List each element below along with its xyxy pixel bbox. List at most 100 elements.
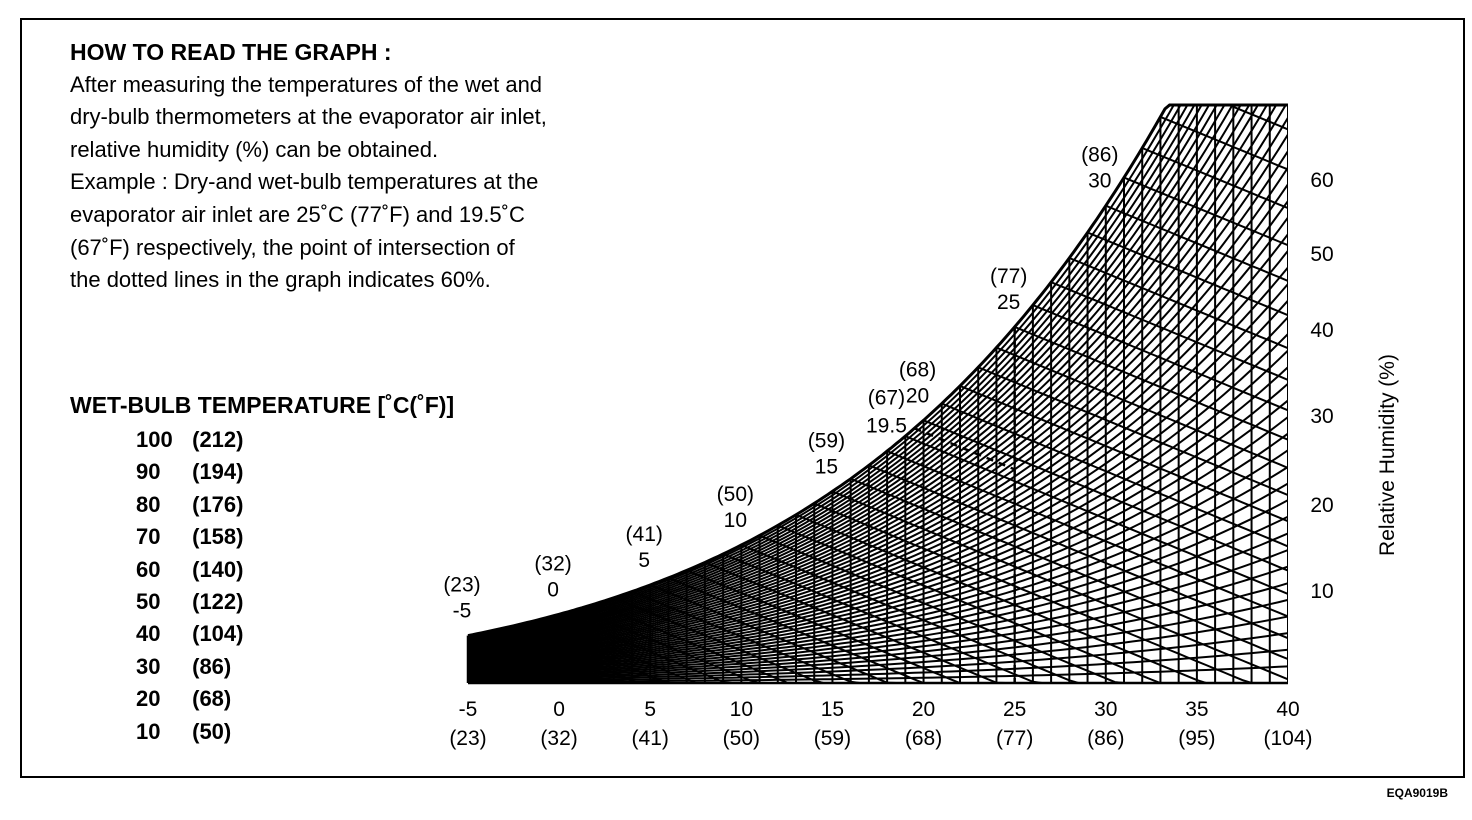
relative-humidity-curve [468,449,1288,671]
x-tick-label-fahrenheit: (86) [1087,727,1124,750]
x-tick-label-fahrenheit: (41) [632,727,669,750]
how-to-read-title: HOW TO READ THE GRAPH : [70,39,392,65]
saturation-label-fahrenheit: (86) [1081,144,1118,167]
relative-humidity-curve [468,105,1288,646]
wet-bulb-line [1014,325,1288,441]
example-label-celsius: 19.5 [866,414,907,437]
how-to-read-line: relative humidity (%) can be obtained. [70,136,439,162]
saturation-label-fahrenheit: (50) [717,483,754,506]
wet-bulb-line [1068,257,1288,350]
how-to-read-line: Example : Dry-and wet-bulb temperatures … [70,169,539,195]
relative-humidity-curve [468,366,1288,666]
wet-bulb-legend-celsius: 60 [136,556,161,582]
relative-humidity-curve [468,333,1288,665]
wet-bulb-legend-celsius: 20 [136,686,161,712]
relative-humidity-curve [468,105,1288,645]
x-tick-label-fahrenheit: (95) [1178,727,1215,750]
relative-humidity-curve [468,515,1288,675]
x-tick-label-celsius: 25 [1003,698,1026,721]
wet-bulb-line [759,534,1288,683]
wet-bulb-legend-row: 20 (68) [136,683,243,715]
wet-bulb-line [1178,105,1288,131]
figure-frame [20,18,1465,778]
saturation-label-celsius: 20 [906,384,929,407]
wet-bulb-line [1160,115,1288,171]
wet-bulb-line [649,584,1288,683]
saturation-label-celsius: 0 [547,578,559,601]
wet-bulb-legend-celsius: 40 [136,621,161,647]
wet-bulb-line [504,626,1288,683]
saturation-label-fahrenheit: (32) [534,552,571,575]
wet-bulb-legend-row: 40 (104) [136,618,243,650]
x-tick-label-fahrenheit: (59) [814,727,851,750]
wet-bulb-legend: 100 (212) 90 (194) 80 (176) 70 (158) 60 (140… [136,424,243,748]
wet-bulb-line [558,613,1288,683]
relative-humidity-curve [468,167,1288,655]
wet-bulb-line [813,502,1288,683]
wet-bulb-line [941,402,1288,548]
relative-humidity-curve [468,105,1288,651]
saturation-label-fahrenheit: (77) [990,265,1027,288]
saturation-label-fahrenheit: (41) [626,523,663,546]
wet-bulb-line [886,450,1288,618]
relative-humidity-curve [468,632,1288,682]
chart-grid [468,105,1288,683]
x-tick-label-fahrenheit: (77) [996,727,1033,750]
saturation-label-celsius: 5 [638,549,650,572]
y-tick-label: 30 [1310,405,1333,428]
wet-bulb-line [777,524,1288,683]
wet-bulb-legend-fahrenheit: (158) [186,524,244,550]
how-to-read-line: dry-bulb thermometers at the evaporator … [70,104,547,130]
wet-bulb-line [904,435,1288,595]
wet-bulb-legend-fahrenheit: (86) [186,653,232,679]
wet-bulb-legend-celsius: 80 [136,491,161,517]
wet-bulb-legend-celsius: 100 [136,427,173,452]
how-to-read-line: the dotted lines in the graph indicates … [70,267,491,293]
wet-bulb-legend-celsius: 70 [136,524,161,550]
relative-humidity-curve [468,399,1288,668]
wet-bulb-line [522,622,1288,683]
relative-humidity-curve [468,266,1288,661]
wet-bulb-line [722,553,1288,683]
wet-bulb-line [1050,281,1288,381]
how-to-read-line: After measuring the temperatures of the … [70,71,543,97]
y-tick-label: 40 [1310,319,1333,342]
relative-humidity-curve [468,105,1288,643]
x-tick-label-fahrenheit: (32) [540,727,577,750]
wet-bulb-temperature-title: WET-BULB TEMPERATURE [˚C(˚F)] [70,392,455,418]
saturation-label-celsius: 30 [1088,170,1111,193]
wet-bulb-line [686,569,1288,683]
wet-bulb-legend-celsius: 90 [136,459,161,485]
wet-bulb-legend-celsius: 10 [136,718,161,744]
wet-bulb-legend-celsius: 50 [136,588,161,614]
wet-bulb-line [668,576,1288,683]
chart-marks [466,103,1288,685]
wet-bulb-legend-fahrenheit: (50) [186,718,232,744]
relative-humidity-curve [468,283,1288,662]
example-wet-bulb-dotted-line [913,427,1016,471]
x-tick-label-celsius: 30 [1094,698,1117,721]
wet-bulb-line [977,366,1288,497]
y-tick-label: 20 [1310,494,1333,517]
relative-humidity-curve [468,105,1288,649]
x-tick-label-celsius: 0 [553,698,565,721]
wet-bulb-line [850,477,1288,661]
x-tick-label-fahrenheit: (68) [905,727,942,750]
saturation-label-fahrenheit: (68) [899,358,936,381]
wet-bulb-legend-fahrenheit: (140) [186,556,244,582]
wet-bulb-legend-row: 50 (122) [136,586,243,618]
wet-bulb-legend-row: 30 (86) [136,651,243,683]
relative-humidity-curve [468,105,1288,642]
wet-bulb-line [576,608,1288,683]
x-tick-label-celsius: 35 [1185,698,1208,721]
wet-bulb-legend-fahrenheit: (212) [186,427,244,452]
wet-bulb-legend-row: 70 (158) [136,521,243,553]
saturation-label-celsius: 10 [724,509,747,532]
y-tick-label: 50 [1310,243,1333,266]
wet-bulb-legend-row: 80 (176) [136,489,243,521]
chart-labels: -5 (23) 0 (32) 5 (41) 10 (50) 15 (59) 20 (68) 25 (77)… [443,144,1399,750]
x-tick-label-fahrenheit: (104) [1263,727,1312,750]
wet-bulb-legend-fahrenheit: (176) [186,491,244,517]
relative-humidity-curve [468,133,1288,653]
